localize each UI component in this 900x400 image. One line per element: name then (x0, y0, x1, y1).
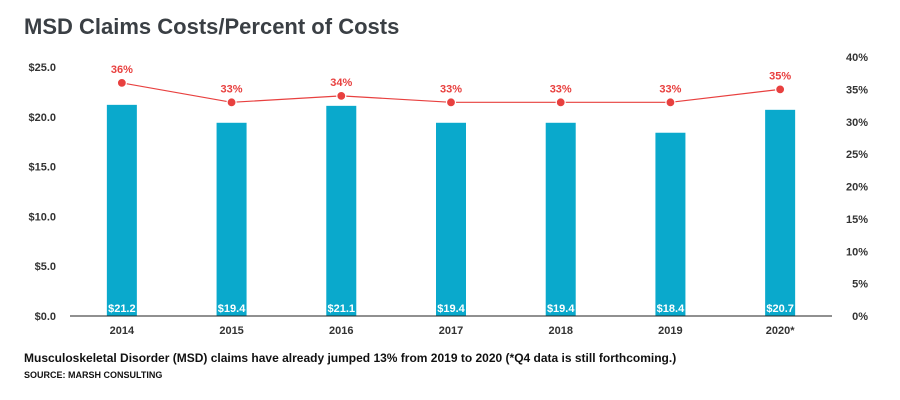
source-note: SOURCE: MARSH CONSULTING (24, 370, 163, 380)
bar-value-label: $19.4 (437, 303, 465, 315)
bar-2016 (326, 105, 357, 317)
category-label: 2017 (439, 325, 463, 337)
bar-2015 (216, 122, 247, 316)
percent-line-series: 36% 33% 34% 33% 33% 33% 35% (111, 64, 791, 108)
right-axis-tick-label: 20% (846, 182, 868, 194)
right-axis-tick-label: 10% (846, 246, 868, 258)
percent-value-label: 33% (659, 83, 681, 95)
percent-point (775, 84, 786, 95)
bar-2014 (106, 104, 137, 317)
bar-value-label: $19.4 (218, 303, 246, 315)
left-axis-tick-label: $15.0 (28, 162, 56, 174)
bar-2020* (765, 109, 796, 316)
category-label: 2014 (110, 325, 135, 337)
percent-value-label: 36% (111, 64, 133, 76)
category-label: 2020* (766, 325, 795, 337)
right-axis-tick-label: 15% (846, 214, 868, 226)
chart-caption: Musculoskeletal Disorder (MSD) claims ha… (24, 351, 677, 365)
bar-value-label: $20.7 (766, 303, 794, 315)
left-axis-tick-label: $25.0 (28, 62, 56, 74)
bar-2019 (655, 132, 686, 316)
percent-point (336, 90, 347, 101)
percent-value-label: 33% (440, 83, 462, 95)
right-axis-tick-label: 25% (846, 149, 868, 161)
left-axis-tick-label: $20.0 (28, 112, 56, 124)
right-axis-tick-label: 35% (846, 84, 868, 96)
right-axis-tick-label: 30% (846, 117, 868, 129)
percent-point (555, 97, 566, 108)
right-axis-tick-label: 40% (846, 52, 868, 64)
chart-title: MSD Claims Costs/Percent of Costs (24, 14, 400, 39)
left-axis-tick-label: $10.0 (28, 211, 56, 223)
category-label: 2016 (329, 325, 353, 337)
category-label: 2015 (219, 325, 243, 337)
bar-2018 (545, 122, 576, 316)
right-axis-tick-label: 5% (852, 279, 868, 291)
right-axis-ticks: 0% 5% 10% 15% 20% 25% 30% 35% 40% (846, 52, 868, 323)
bar-value-label: $18.4 (657, 303, 685, 315)
left-axis-tick-label: $5.0 (35, 261, 56, 273)
percent-value-label: 33% (221, 83, 243, 95)
percent-point (116, 77, 127, 89)
percent-value-label: 34% (330, 77, 352, 89)
category-label: 2019 (658, 325, 682, 337)
left-axis-tick-label: $0.0 (35, 311, 56, 323)
percent-value-label: 33% (550, 83, 572, 95)
right-axis-tick-label: 0% (852, 311, 868, 323)
bar-value-label: $21.2 (108, 303, 136, 315)
bar-value-label: $21.1 (328, 303, 356, 315)
bar-value-label: $19.4 (547, 303, 575, 315)
category-labels: 2014 2015 2016 2017 2018 2019 2020* (110, 325, 796, 337)
percent-value-label: 35% (769, 70, 791, 82)
category-label: 2018 (548, 325, 572, 337)
percent-point (445, 97, 457, 108)
bar-2017 (436, 122, 466, 316)
bars: $21.2 $19.4 $21.1 $19.4 $19.4 $18.4 $20.7 (106, 104, 796, 317)
percent-point (665, 97, 676, 108)
left-axis-ticks: $0.0 $5.0 $10.0 $15.0 $20.0 $25.0 (28, 62, 56, 323)
percent-point (226, 97, 237, 108)
